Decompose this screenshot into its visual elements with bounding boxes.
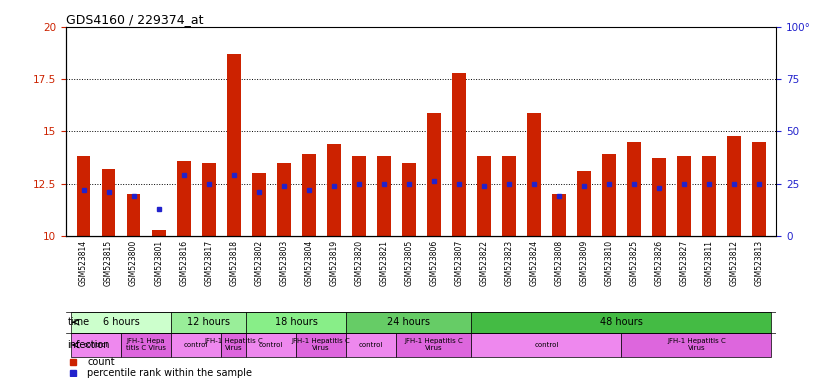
Bar	[346, 333, 396, 358]
Text: GSM523817: GSM523817	[204, 240, 213, 286]
Bar	[402, 163, 415, 236]
Bar	[152, 230, 165, 236]
Text: GSM523810: GSM523810	[605, 240, 614, 286]
Bar	[577, 171, 591, 236]
Bar	[396, 333, 472, 358]
Text: GSM523811: GSM523811	[705, 240, 714, 286]
Text: GSM523804: GSM523804	[304, 240, 313, 286]
Text: control: control	[359, 342, 383, 348]
Text: GSM523820: GSM523820	[354, 240, 363, 286]
Bar	[346, 312, 472, 333]
Text: GSM523815: GSM523815	[104, 240, 113, 286]
Text: GSM523819: GSM523819	[330, 240, 338, 286]
Text: JFH-1 Hepatitis C
Virus: JFH-1 Hepatitis C Virus	[405, 338, 463, 351]
Bar	[602, 154, 615, 236]
Bar	[727, 136, 741, 236]
Bar	[527, 113, 541, 236]
Bar	[126, 194, 140, 236]
Bar	[702, 156, 716, 236]
Bar	[677, 156, 691, 236]
Text: 18 hours: 18 hours	[275, 317, 318, 327]
Bar	[652, 159, 666, 236]
Text: GSM523806: GSM523806	[430, 240, 439, 286]
Bar	[71, 312, 171, 333]
Text: 48 hours: 48 hours	[600, 317, 643, 327]
Bar	[752, 142, 766, 236]
Bar	[427, 113, 440, 236]
Bar	[452, 73, 466, 236]
Bar	[102, 169, 116, 236]
Text: JFH-1 Hepatitis C
Virus: JFH-1 Hepatitis C Virus	[204, 338, 263, 351]
Text: GSM523800: GSM523800	[129, 240, 138, 286]
Bar	[221, 333, 246, 358]
Text: GDS4160 / 229374_at: GDS4160 / 229374_at	[66, 13, 203, 26]
Bar	[352, 156, 366, 236]
Bar	[121, 333, 171, 358]
Text: GSM523821: GSM523821	[379, 240, 388, 286]
Text: control: control	[84, 342, 108, 348]
Bar	[297, 333, 346, 358]
Text: GSM523802: GSM523802	[254, 240, 263, 286]
Text: 24 hours: 24 hours	[387, 317, 430, 327]
Text: 6 hours: 6 hours	[102, 317, 140, 327]
Bar	[227, 54, 240, 236]
Bar	[277, 163, 291, 236]
Text: control: control	[259, 342, 283, 348]
Text: GSM523809: GSM523809	[579, 240, 588, 286]
Bar	[177, 161, 191, 236]
Text: GSM523816: GSM523816	[179, 240, 188, 286]
Text: control: control	[184, 342, 208, 348]
Text: JFH-1 Hepatitis C
Virus: JFH-1 Hepatitis C Virus	[292, 338, 350, 351]
Bar	[246, 333, 297, 358]
Text: 12 hours: 12 hours	[188, 317, 230, 327]
Bar	[246, 312, 346, 333]
Bar	[77, 156, 91, 236]
Bar	[202, 163, 216, 236]
Bar	[171, 312, 246, 333]
Text: infection: infection	[68, 340, 110, 350]
Text: GSM523807: GSM523807	[454, 240, 463, 286]
Bar	[502, 156, 515, 236]
Text: JFH-1 Hepa
titis C Virus: JFH-1 Hepa titis C Virus	[126, 338, 166, 351]
Bar	[327, 144, 340, 236]
Text: percentile rank within the sample: percentile rank within the sample	[88, 367, 253, 377]
Text: GSM523814: GSM523814	[79, 240, 88, 286]
Text: GSM523805: GSM523805	[404, 240, 413, 286]
Bar	[627, 142, 641, 236]
Bar	[472, 312, 771, 333]
Text: count: count	[88, 357, 115, 367]
Text: GSM523808: GSM523808	[554, 240, 563, 286]
Text: GSM523823: GSM523823	[505, 240, 513, 286]
Text: GSM523822: GSM523822	[479, 240, 488, 286]
Bar	[171, 333, 221, 358]
Bar	[301, 154, 316, 236]
Bar	[71, 333, 121, 358]
Bar	[477, 156, 491, 236]
Text: JFH-1 Hepatitis C
Virus: JFH-1 Hepatitis C Virus	[667, 338, 726, 351]
Bar	[621, 333, 771, 358]
Text: GSM523826: GSM523826	[654, 240, 663, 286]
Text: GSM523812: GSM523812	[729, 240, 738, 286]
Text: time: time	[68, 317, 89, 327]
Bar	[472, 333, 621, 358]
Text: GSM523827: GSM523827	[680, 240, 688, 286]
Text: control: control	[534, 342, 558, 348]
Bar	[377, 156, 391, 236]
Text: GSM523818: GSM523818	[229, 240, 238, 286]
Text: GSM523825: GSM523825	[629, 240, 638, 286]
Bar	[552, 194, 566, 236]
Text: GSM523801: GSM523801	[154, 240, 163, 286]
Bar	[252, 173, 265, 236]
Text: GSM523813: GSM523813	[754, 240, 763, 286]
Text: GSM523824: GSM523824	[529, 240, 539, 286]
Text: GSM523803: GSM523803	[279, 240, 288, 286]
